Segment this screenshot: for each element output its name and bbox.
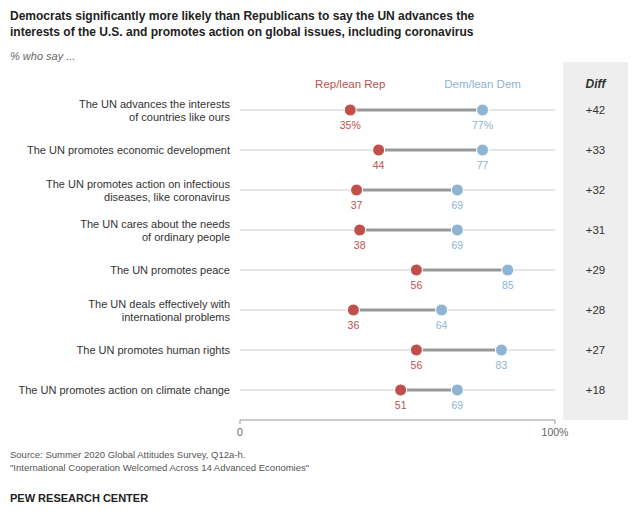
data-label: 44 <box>373 159 385 171</box>
category-label: The UN cares about the needsof ordinary … <box>80 218 230 243</box>
data-label: 77 <box>477 159 489 171</box>
data-label: 36 <box>348 319 360 331</box>
data-label: 77% <box>472 119 493 131</box>
legend-entry: Rep/lean Rep <box>315 78 385 90</box>
dot <box>395 384 407 396</box>
category-label: The UN promotes human rights <box>77 344 231 356</box>
diff-label: +32 <box>586 184 606 196</box>
x-tick-label: 100% <box>542 426 569 438</box>
diff-label: +42 <box>586 104 606 116</box>
data-label: 56 <box>411 279 423 291</box>
track <box>240 110 555 111</box>
data-label: 69 <box>452 199 464 211</box>
dot <box>477 144 489 156</box>
diff-label: +27 <box>586 344 606 356</box>
data-label: 38 <box>354 239 366 251</box>
track <box>240 310 555 311</box>
connector <box>357 189 458 192</box>
category-label: The UN promotes peace <box>110 264 230 276</box>
x-tick <box>555 420 556 424</box>
data-label: 37 <box>351 199 363 211</box>
dot <box>410 264 422 276</box>
diff-label: +33 <box>586 144 606 156</box>
connector <box>416 349 501 352</box>
dot <box>502 264 514 276</box>
track <box>240 190 555 191</box>
dot <box>410 344 422 356</box>
category-label: The UN promotes action on infectiousdise… <box>46 178 231 203</box>
dot <box>451 224 463 236</box>
data-label: 69 <box>452 399 464 411</box>
dot <box>344 104 356 116</box>
diff-label: +29 <box>586 264 606 276</box>
track <box>240 150 555 151</box>
dot <box>347 304 359 316</box>
credit: PEW RESEARCH CENTER <box>10 492 148 504</box>
connector <box>350 109 482 112</box>
diff-label: +31 <box>586 224 606 236</box>
data-label: 85 <box>502 279 514 291</box>
data-label: 56 <box>411 359 423 371</box>
dot <box>451 384 463 396</box>
dot <box>436 304 448 316</box>
connector <box>353 309 441 312</box>
x-tick-label: 0 <box>237 426 243 438</box>
connector <box>379 149 483 152</box>
diff-header: Diff <box>586 77 607 91</box>
x-tick <box>240 420 241 424</box>
dot <box>373 144 385 156</box>
data-label: 69 <box>452 239 464 251</box>
dot <box>495 344 507 356</box>
category-label: The UN advances the interestsof countrie… <box>79 98 231 123</box>
dot <box>351 184 363 196</box>
diff-label: +18 <box>586 384 606 396</box>
data-label: 83 <box>496 359 508 371</box>
category-label: The UN promotes economic development <box>27 144 230 156</box>
diff-column <box>563 62 628 420</box>
dot <box>354 224 366 236</box>
category-label: The UN promotes action on climate change <box>18 384 230 396</box>
source: Source: Summer 2020 Global Attitudes Sur… <box>10 449 309 473</box>
connector <box>401 389 458 392</box>
x-axis-line <box>240 420 555 421</box>
track <box>240 230 555 231</box>
subtitle: % who say ... <box>10 50 75 62</box>
background <box>0 0 640 514</box>
category-label: The UN deals effectively withinternation… <box>88 298 230 323</box>
title: Democrats significantly more likely than… <box>10 9 474 39</box>
connector <box>360 229 458 232</box>
dot <box>477 104 489 116</box>
data-label: 51 <box>395 399 407 411</box>
data-label: 35% <box>340 119 361 131</box>
diff-label: +28 <box>586 304 606 316</box>
marks <box>240 104 555 396</box>
legend-entry: Dem/lean Dem <box>444 78 521 90</box>
data-label: 64 <box>436 319 448 331</box>
connector <box>416 269 507 272</box>
dot <box>451 184 463 196</box>
